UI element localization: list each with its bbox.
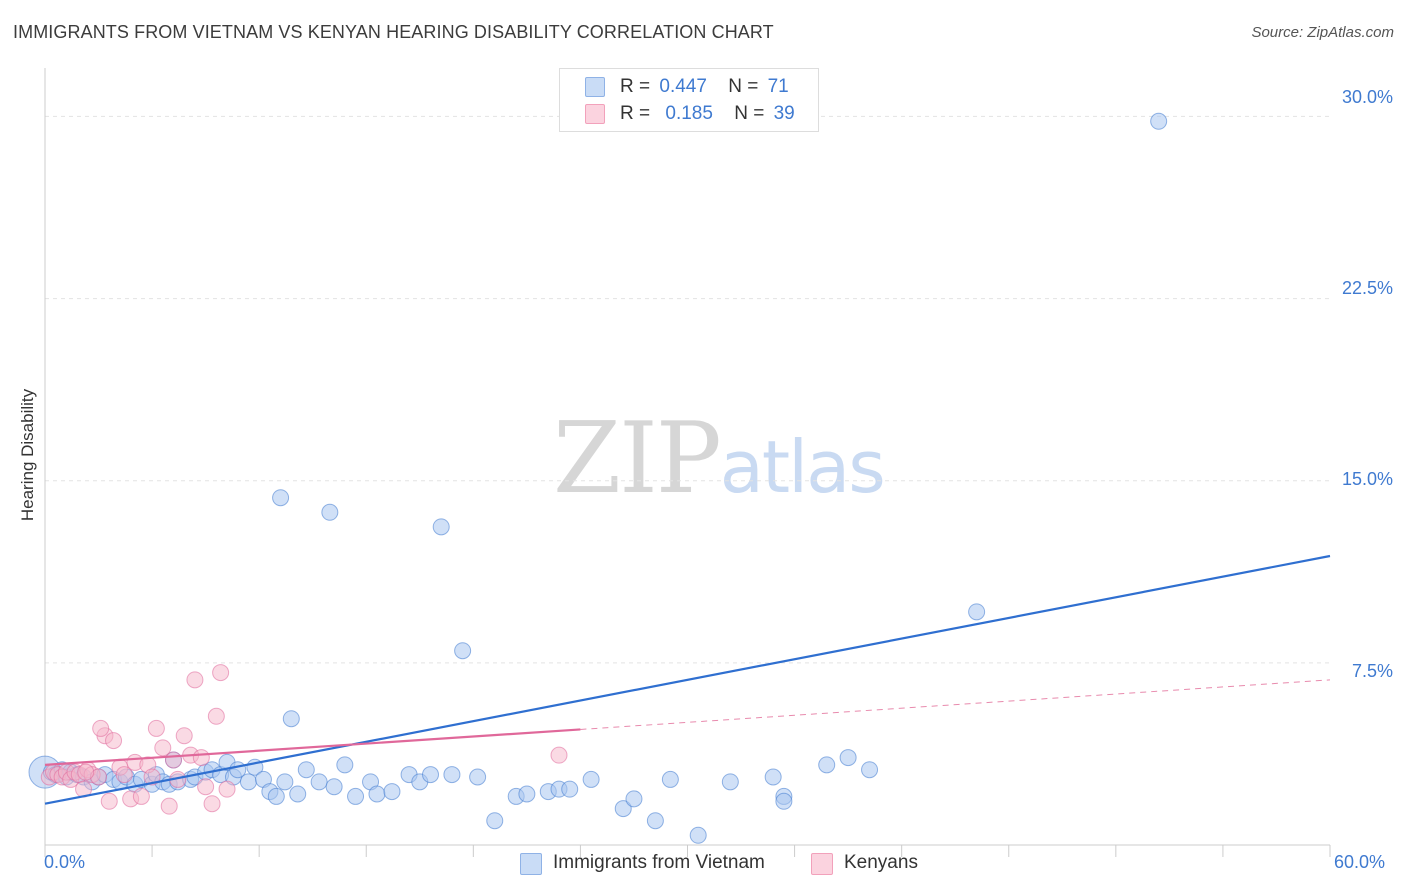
legend-swatch <box>520 853 542 875</box>
vietnam-point <box>625 790 643 808</box>
y-tick-label: 7.5% <box>1351 661 1393 681</box>
kenyan-point <box>77 763 95 781</box>
kenyan-point <box>100 792 118 810</box>
watermark: ZIPatlas <box>553 402 886 516</box>
kenyan-point <box>132 787 150 805</box>
vietnam-point <box>383 783 401 801</box>
kenyan-point <box>143 768 161 786</box>
vietnam-point <box>276 773 294 791</box>
vietnam-point <box>267 787 285 805</box>
r-label: R = <box>620 103 651 124</box>
vietnam-point <box>582 770 600 788</box>
kenyan-trend-extension <box>580 679 1331 730</box>
kenyan-point <box>186 671 204 689</box>
vietnam-point <box>272 489 290 507</box>
y-axis-label: Hearing Disability <box>18 388 37 522</box>
vietnam-point <box>486 812 504 830</box>
x-tick-label: 60.0% <box>1334 852 1386 872</box>
kenyan-point <box>218 780 236 798</box>
vietnam-point <box>1150 112 1168 130</box>
vietnam-point <box>297 761 315 779</box>
vietnam-point <box>839 749 857 767</box>
n-label: N = <box>728 76 759 97</box>
kenyan-point <box>550 746 568 764</box>
vietnam-point <box>518 785 536 803</box>
legend-swatch <box>585 77 605 97</box>
vietnam-point <box>721 773 739 791</box>
kenyan-point <box>105 732 123 750</box>
n-value: 71 <box>767 76 789 97</box>
kenyan-trend-line <box>44 728 581 766</box>
vietnam-point <box>325 778 343 796</box>
x-tick-label: 0.0% <box>44 852 86 872</box>
vietnam-point <box>432 518 450 536</box>
legend-swatch <box>585 104 605 124</box>
vietnam-point <box>443 766 461 784</box>
y-tick-label: 22.5% <box>1341 278 1393 298</box>
legend-swatch <box>811 853 833 875</box>
vietnam-point <box>689 826 707 844</box>
vietnam-point <box>968 603 986 621</box>
vietnam-point <box>646 812 664 830</box>
vietnam-point <box>422 766 439 784</box>
vietnam-point <box>282 710 300 728</box>
kenyan-point <box>92 719 110 737</box>
kenyan-point <box>203 795 221 813</box>
vietnam-point <box>310 773 328 791</box>
vietnam-point <box>861 761 879 779</box>
vietnam-point <box>347 787 365 805</box>
kenyan-point <box>192 749 210 767</box>
kenyan-point <box>165 751 182 769</box>
legend-label: Kenyans <box>844 852 918 873</box>
vietnam-point <box>614 800 632 818</box>
y-tick-label: 30.0% <box>1341 87 1393 107</box>
vietnam-point <box>469 768 487 786</box>
kenyan-point <box>197 778 215 796</box>
kenyan-point <box>212 664 230 682</box>
vietnam-point <box>454 642 472 660</box>
kenyan-point <box>207 707 225 725</box>
watermark-atlas: atlas <box>719 425 886 509</box>
watermark-zip: ZIP <box>553 402 722 516</box>
n-label: N = <box>734 103 765 124</box>
vietnam-trend-line <box>44 554 1331 805</box>
vietnam-point <box>561 780 579 798</box>
kenyan-point <box>147 719 165 737</box>
kenyan-point <box>175 727 193 745</box>
vietnam-point <box>818 756 836 774</box>
kenyan-point <box>115 766 133 784</box>
vietnam-point <box>321 503 339 521</box>
vietnam-point <box>289 785 307 803</box>
r-label: R = <box>620 76 651 97</box>
legend-label: Immigrants from Vietnam <box>553 852 765 873</box>
source-credit: Source: ZipAtlas.com <box>1251 24 1394 41</box>
correlation-legend: R = 0.447 N = 71 R = 0.185 N = 39 <box>559 68 819 132</box>
vietnam-point <box>764 768 782 786</box>
chart-title: IMMIGRANTS FROM VIETNAM VS KENYAN HEARIN… <box>13 22 774 42</box>
vietnam-point <box>775 792 793 810</box>
kenyan-point <box>160 797 178 815</box>
vietnam-point <box>336 756 354 774</box>
r-value: 0.447 <box>659 76 707 97</box>
vietnam-point <box>368 785 386 803</box>
vietnam-point <box>239 773 257 791</box>
kenyan-point <box>154 739 172 757</box>
vietnam-point <box>661 770 679 788</box>
n-value: 39 <box>773 103 795 124</box>
r-value: 0.185 <box>665 103 713 124</box>
y-tick-label: 15.0% <box>1341 469 1393 489</box>
